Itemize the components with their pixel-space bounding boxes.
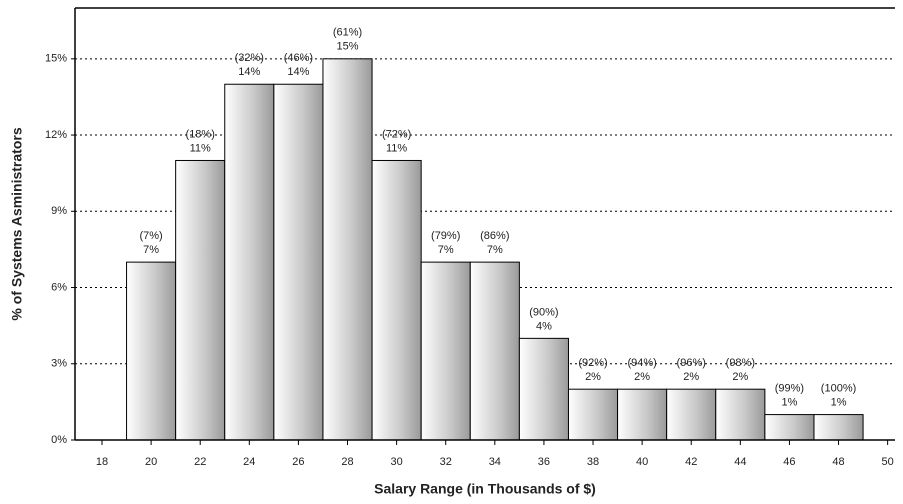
bar — [715, 388, 766, 441]
x-tick-label: 42 — [685, 456, 697, 468]
x-tick-label: 24 — [243, 456, 255, 468]
value-label: 2% — [585, 371, 601, 383]
x-tick-label: 36 — [538, 456, 550, 468]
cumulative-label: (18%) — [186, 128, 215, 140]
y-tick-label: 9% — [51, 205, 67, 217]
x-tick-label: 28 — [341, 456, 353, 468]
value-label: 1% — [781, 396, 797, 408]
value-label: 7% — [143, 244, 159, 256]
value-label: 7% — [487, 244, 503, 256]
x-tick-label: 30 — [390, 456, 402, 468]
cumulative-label: (86%) — [480, 230, 509, 242]
x-axis-title: Salary Range (in Thousands of $) — [374, 481, 596, 497]
bar — [273, 83, 324, 441]
x-tick-label: 34 — [489, 456, 501, 468]
cumulative-label: (61%) — [333, 27, 362, 39]
x-tick-label: 20 — [145, 456, 157, 468]
value-label: 15% — [336, 41, 358, 53]
x-tick-label: 44 — [734, 456, 746, 468]
value-label: 2% — [683, 371, 699, 383]
x-tick-label: 40 — [636, 456, 648, 468]
x-tick-label: 46 — [783, 456, 795, 468]
x-tick-label: 22 — [194, 456, 206, 468]
cumulative-label: (72%) — [382, 128, 411, 140]
x-tick-label: 50 — [882, 456, 894, 468]
bar — [322, 58, 373, 441]
cumulative-label: (98%) — [726, 357, 755, 369]
y-tick-label: 0% — [51, 434, 67, 446]
cumulative-label: (92%) — [578, 357, 607, 369]
bar — [371, 159, 422, 441]
cumulative-label: (90%) — [529, 306, 558, 318]
cumulative-label: (7%) — [139, 230, 162, 242]
bar — [617, 388, 668, 441]
y-tick-label: 3% — [51, 358, 67, 370]
value-label: 2% — [732, 371, 748, 383]
cumulative-label: (79%) — [431, 230, 460, 242]
x-tick-label: 38 — [587, 456, 599, 468]
x-tick-label: 32 — [440, 456, 452, 468]
bar — [224, 83, 275, 441]
cumulative-label: (32%) — [235, 52, 264, 64]
y-tick-label: 15% — [45, 53, 67, 65]
bar — [518, 337, 569, 441]
x-tick-label: 48 — [832, 456, 844, 468]
value-label: 11% — [190, 142, 211, 154]
bar — [813, 414, 864, 441]
value-label: 1% — [831, 396, 847, 408]
cumulative-label: (46%) — [284, 52, 313, 64]
y-tick-label: 6% — [51, 281, 67, 293]
bar — [175, 159, 226, 441]
value-label: 4% — [536, 320, 552, 332]
x-tick-label: 26 — [292, 456, 304, 468]
cumulative-label: (94%) — [627, 357, 656, 369]
value-label: 11% — [386, 142, 407, 154]
x-tick-label: 18 — [96, 456, 108, 468]
value-label: 7% — [438, 244, 454, 256]
bar — [764, 414, 815, 441]
value-label: 14% — [238, 66, 260, 78]
bar — [126, 261, 177, 441]
cumulative-label: (96%) — [677, 357, 706, 369]
bar — [567, 388, 619, 441]
y-tick-label: 12% — [45, 129, 67, 141]
cumulative-label: (99%) — [775, 382, 804, 394]
cumulative-label: (100%) — [821, 382, 856, 394]
y-axis-title: % of Systems Asministrators — [9, 127, 25, 320]
bar — [469, 261, 520, 441]
bar — [666, 388, 717, 441]
value-label: 14% — [287, 66, 309, 78]
bar — [420, 261, 471, 441]
value-label: 2% — [634, 371, 650, 383]
